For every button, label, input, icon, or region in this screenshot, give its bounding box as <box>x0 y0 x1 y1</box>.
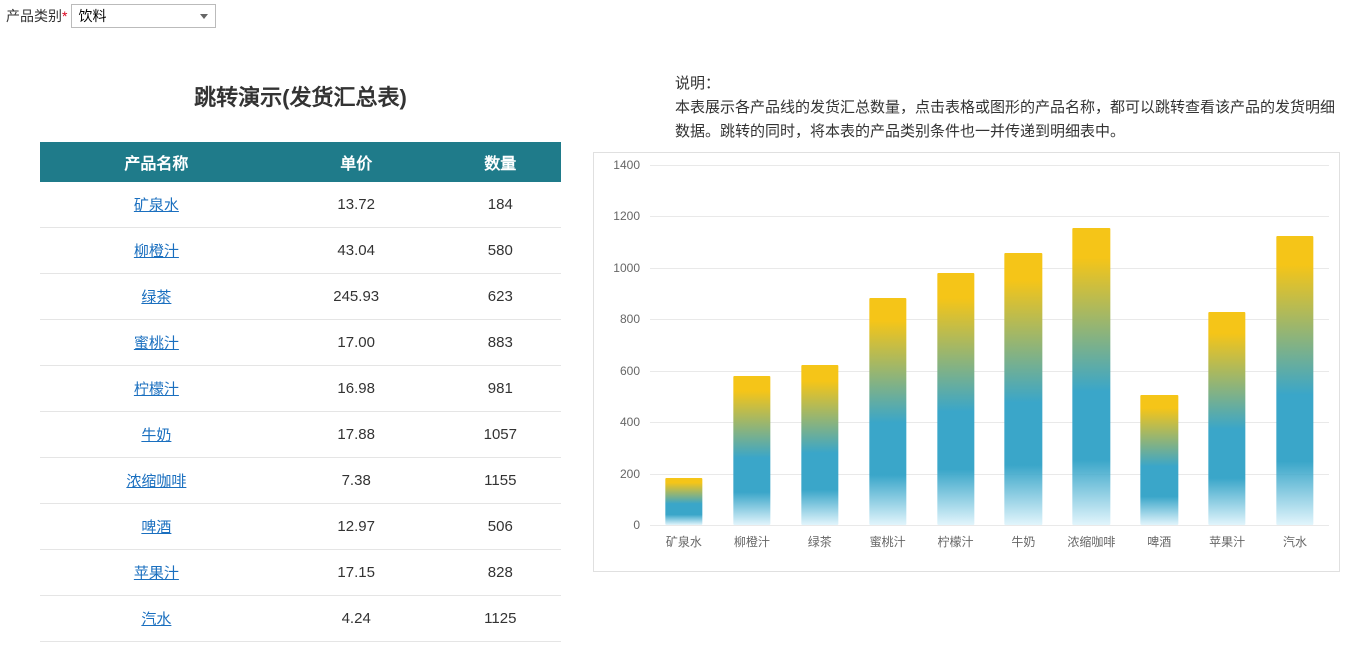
price-cell: 16.98 <box>273 366 440 412</box>
product-link[interactable]: 蜜桃汁 <box>134 335 179 352</box>
category-select[interactable]: 饮料 <box>71 4 216 28</box>
chart-bar[interactable] <box>869 298 906 525</box>
filter-bar: 产品类别* 饮料 <box>0 0 1356 32</box>
qty-cell: 1125 <box>440 596 561 642</box>
x-axis-label[interactable]: 苹果汁 <box>1209 533 1245 550</box>
grid-line <box>650 525 1329 526</box>
description-heading: 说明： <box>675 72 1340 96</box>
table-row: 汽水 4.241125 <box>40 596 561 642</box>
y-axis-label: 1400 <box>613 158 640 172</box>
x-axis-label[interactable]: 浓缩咖啡 <box>1067 533 1115 550</box>
bar-slot: 矿泉水 <box>650 165 718 525</box>
y-axis-label: 1200 <box>613 209 640 223</box>
qty-cell: 883 <box>440 320 561 366</box>
product-link[interactable]: 矿泉水 <box>134 197 179 214</box>
col-header-name: 产品名称 <box>40 142 273 182</box>
product-link[interactable]: 浓缩咖啡 <box>126 473 186 490</box>
x-axis-label[interactable]: 啤酒 <box>1147 533 1171 550</box>
col-header-price: 单价 <box>273 142 440 182</box>
bar-slot: 苹果汁 <box>1193 165 1261 525</box>
price-cell: 245.93 <box>273 274 440 320</box>
product-link[interactable]: 绿茶 <box>141 289 171 306</box>
description-body: 本表展示各产品线的发货汇总数量，点击表格或图形的产品名称，都可以跳转查看该产品的… <box>675 96 1340 144</box>
product-link[interactable]: 苹果汁 <box>134 565 179 582</box>
chart-plot-area: 0200400600800100012001400矿泉水柳橙汁绿茶蜜桃汁柠檬汁牛… <box>650 165 1329 525</box>
table-row: 浓缩咖啡 7.381155 <box>40 458 561 504</box>
chart-bar[interactable] <box>1208 312 1245 525</box>
bar-chart: 0200400600800100012001400矿泉水柳橙汁绿茶蜜桃汁柠檬汁牛… <box>593 152 1340 572</box>
chart-bar[interactable] <box>733 376 770 525</box>
chart-bar[interactable] <box>1276 236 1313 525</box>
bar-slot: 浓缩咖啡 <box>1057 165 1125 525</box>
x-axis-label[interactable]: 牛奶 <box>1011 533 1035 550</box>
x-axis-label[interactable]: 绿茶 <box>808 533 832 550</box>
table-row: 柳橙汁 43.04580 <box>40 228 561 274</box>
price-cell: 17.00 <box>273 320 440 366</box>
y-axis-label: 1000 <box>613 261 640 275</box>
price-cell: 4.24 <box>273 596 440 642</box>
bar-slot: 牛奶 <box>990 165 1058 525</box>
bars-row: 矿泉水柳橙汁绿茶蜜桃汁柠檬汁牛奶浓缩咖啡啤酒苹果汁汽水 <box>650 165 1329 525</box>
table-row: 啤酒 12.97506 <box>40 504 561 550</box>
bar-slot: 柳橙汁 <box>718 165 786 525</box>
table-row: 蜜桃汁 17.00883 <box>40 320 561 366</box>
table-row: 矿泉水 13.72184 <box>40 182 561 228</box>
chart-bar[interactable] <box>801 365 838 525</box>
price-cell: 13.72 <box>273 182 440 228</box>
y-axis-label: 600 <box>620 364 640 378</box>
x-axis-label[interactable]: 矿泉水 <box>666 533 702 550</box>
qty-cell: 623 <box>440 274 561 320</box>
left-panel: 跳转演示(发货汇总表) 产品名称 单价 数量 矿泉水 13.72184 柳橙汁 43.… <box>0 32 585 652</box>
chart-bar[interactable] <box>665 478 702 525</box>
price-cell: 17.88 <box>273 412 440 458</box>
x-axis-label[interactable]: 蜜桃汁 <box>870 533 906 550</box>
bar-slot: 蜜桃汁 <box>854 165 922 525</box>
bar-slot: 汽水 <box>1261 165 1329 525</box>
price-cell: 43.04 <box>273 228 440 274</box>
y-axis-label: 0 <box>633 518 640 532</box>
summary-table: 产品名称 单价 数量 矿泉水 13.72184 柳橙汁 43.04580 绿茶 245.9… <box>40 142 561 642</box>
x-axis-label[interactable]: 汽水 <box>1283 533 1307 550</box>
price-cell: 17.15 <box>273 550 440 596</box>
x-axis-label[interactable]: 柠檬汁 <box>938 533 974 550</box>
category-select-wrap[interactable]: 饮料 <box>71 4 216 28</box>
qty-cell: 981 <box>440 366 561 412</box>
product-link[interactable]: 啤酒 <box>141 519 171 536</box>
qty-cell: 580 <box>440 228 561 274</box>
qty-cell: 184 <box>440 182 561 228</box>
qty-cell: 1155 <box>440 458 561 504</box>
product-link[interactable]: 汽水 <box>141 611 171 628</box>
bar-slot: 柠檬汁 <box>922 165 990 525</box>
chart-bar[interactable] <box>1073 228 1110 525</box>
filter-label: 产品类别* <box>6 6 67 26</box>
y-axis-label: 400 <box>620 415 640 429</box>
price-cell: 12.97 <box>273 504 440 550</box>
table-row: 绿茶 245.93623 <box>40 274 561 320</box>
product-link[interactable]: 柠檬汁 <box>134 381 179 398</box>
table-header-row: 产品名称 单价 数量 <box>40 142 561 182</box>
chart-bar[interactable] <box>937 273 974 525</box>
product-link[interactable]: 柳橙汁 <box>134 243 179 260</box>
bar-slot: 啤酒 <box>1125 165 1193 525</box>
table-row: 牛奶 17.881057 <box>40 412 561 458</box>
required-marker: * <box>62 8 67 24</box>
right-panel: 说明： 本表展示各产品线的发货汇总数量，点击表格或图形的产品名称，都可以跳转查看… <box>585 32 1356 572</box>
page-title: 跳转演示(发货汇总表) <box>40 80 561 112</box>
qty-cell: 828 <box>440 550 561 596</box>
bar-slot: 绿茶 <box>786 165 854 525</box>
table-row: 柠檬汁 16.98981 <box>40 366 561 412</box>
qty-cell: 1057 <box>440 412 561 458</box>
y-axis-label: 200 <box>620 467 640 481</box>
chart-bar[interactable] <box>1005 253 1042 525</box>
chart-bar[interactable] <box>1141 395 1178 525</box>
price-cell: 7.38 <box>273 458 440 504</box>
qty-cell: 506 <box>440 504 561 550</box>
product-link[interactable]: 牛奶 <box>141 427 171 444</box>
filter-label-text: 产品类别 <box>6 8 62 24</box>
col-header-qty: 数量 <box>440 142 561 182</box>
y-axis-label: 800 <box>620 312 640 326</box>
table-row: 苹果汁 17.15828 <box>40 550 561 596</box>
x-axis-label[interactable]: 柳橙汁 <box>734 533 770 550</box>
description-block: 说明： 本表展示各产品线的发货汇总数量，点击表格或图形的产品名称，都可以跳转查看… <box>675 72 1340 144</box>
